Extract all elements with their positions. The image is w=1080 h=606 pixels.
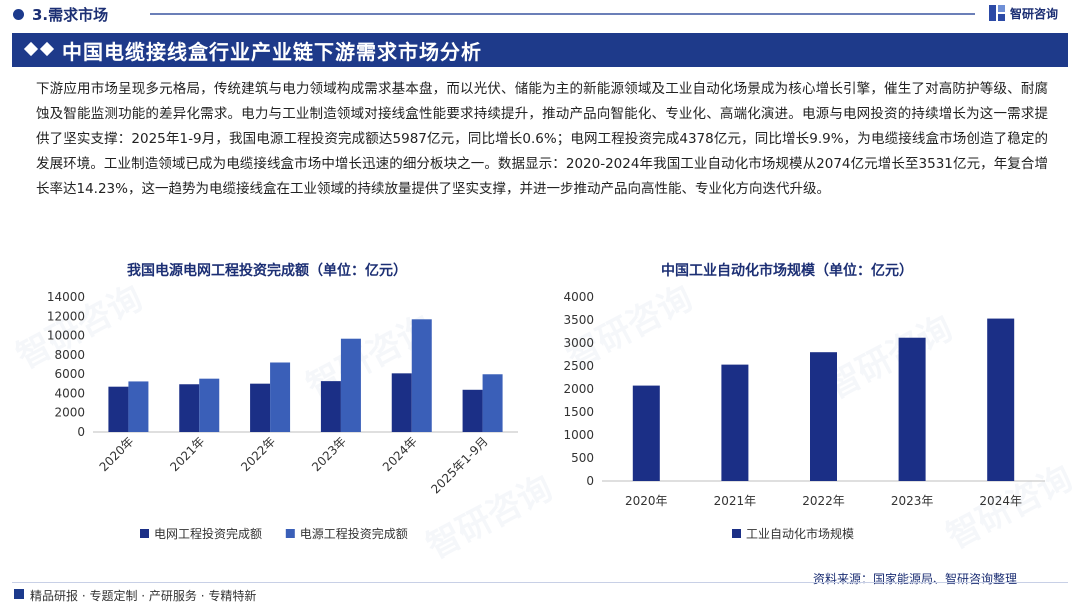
x-tick-label: 2022年 (802, 494, 845, 508)
chart-title-left: 我国电源电网工程投资完成额（单位：亿元） (127, 263, 407, 279)
bar (632, 385, 660, 481)
y-tick-label: 2000 (54, 406, 85, 420)
x-tick-label: 2023年 (309, 434, 349, 474)
x-tick-label: 2020年 (97, 434, 137, 474)
x-tick-label: 2024年 (380, 434, 420, 474)
y-tick-label: 1000 (563, 428, 594, 442)
body-paragraph: 下游应用市场呈现多元格局，传统建筑与电力领域构成需求基本盘，而以光伏、储能为主的… (36, 81, 1048, 197)
x-tick-label: 2024年 (979, 494, 1022, 508)
bar (721, 364, 749, 481)
page-title: 中国电缆接线盒行业产业链下游需求市场分析 (62, 40, 482, 64)
legend-swatch (140, 529, 149, 538)
bar (250, 383, 271, 432)
y-tick-label: 0 (586, 474, 594, 488)
bar (179, 384, 200, 432)
y-tick-label: 12000 (47, 309, 85, 323)
y-tick-label: 500 (571, 451, 594, 465)
bar (482, 374, 503, 432)
footer-divider (12, 582, 1068, 583)
bar (320, 381, 341, 432)
y-tick-label: 6000 (54, 367, 85, 381)
legend-swatch (285, 529, 295, 538)
x-tick-label: 2020年 (625, 494, 668, 508)
bar (108, 386, 129, 432)
divider (150, 13, 975, 15)
y-tick-label: 3500 (563, 313, 594, 327)
footer-tagline: 精品研报 · 专题定制 · 产研服务 · 专精特新 (30, 589, 257, 603)
bar (128, 381, 149, 432)
bar (898, 337, 926, 481)
y-tick-label: 2000 (563, 382, 594, 396)
chart-title-right: 中国工业自动化市场规模（单位：亿元） (661, 263, 913, 279)
y-tick-label: 3000 (563, 336, 594, 350)
bar (270, 362, 291, 432)
section-label: 3.需求市场 (32, 6, 109, 24)
bar (411, 319, 432, 432)
bar (199, 378, 220, 432)
y-tick-label: 10000 (47, 329, 85, 343)
bar (810, 352, 837, 481)
y-tick-label: 14000 (47, 290, 85, 304)
diamond-icon (23, 41, 39, 57)
y-tick-label: 2500 (563, 359, 594, 373)
x-tick-label: 2021年 (167, 434, 207, 474)
source-note: 资料来源：国家能源局、智研咨询整理 (813, 572, 1018, 586)
automation-bar-chart: 0 500 1000 1500 2000 2500 3000 3500 4000 2020年 202… (563, 290, 1045, 541)
logo-text: 智研咨询 (1010, 6, 1059, 21)
x-tick-label: 2021年 (714, 494, 757, 508)
top-bar: 3.需求市场 智研咨询 (0, 0, 1080, 30)
bar (340, 338, 361, 432)
logo-icon (989, 5, 1005, 21)
x-tick-label: 2023年 (891, 494, 934, 508)
title-banner: 中国电缆接线盒行业产业链下游需求市场分析 (12, 33, 1068, 67)
bar (462, 389, 483, 432)
footer-bullet-icon (14, 589, 24, 599)
legend-swatch (732, 529, 741, 538)
diamond-icon (39, 41, 55, 57)
y-tick-label: 8000 (54, 348, 85, 362)
y-tick-label: 1500 (563, 405, 594, 419)
bar (987, 318, 1015, 481)
legend-label: 电源工程投资完成额 (300, 526, 408, 541)
bullet-icon (13, 9, 24, 20)
investment-bar-chart: 0 2000 4000 6000 8000 10000 12000 14000 2020年 202… (47, 290, 518, 541)
bar (391, 373, 412, 432)
y-tick-label: 0 (77, 425, 85, 439)
x-tick-label: 2022年 (238, 434, 278, 474)
brand-logo: 智研咨询 (988, 4, 1058, 22)
x-tick-label: 2025年1-9月 (428, 434, 490, 496)
y-tick-label: 4000 (54, 386, 85, 400)
y-tick-label: 4000 (563, 290, 594, 304)
legend-label: 工业自动化市场规模 (746, 526, 854, 541)
legend-label: 电网工程投资完成额 (154, 526, 262, 541)
